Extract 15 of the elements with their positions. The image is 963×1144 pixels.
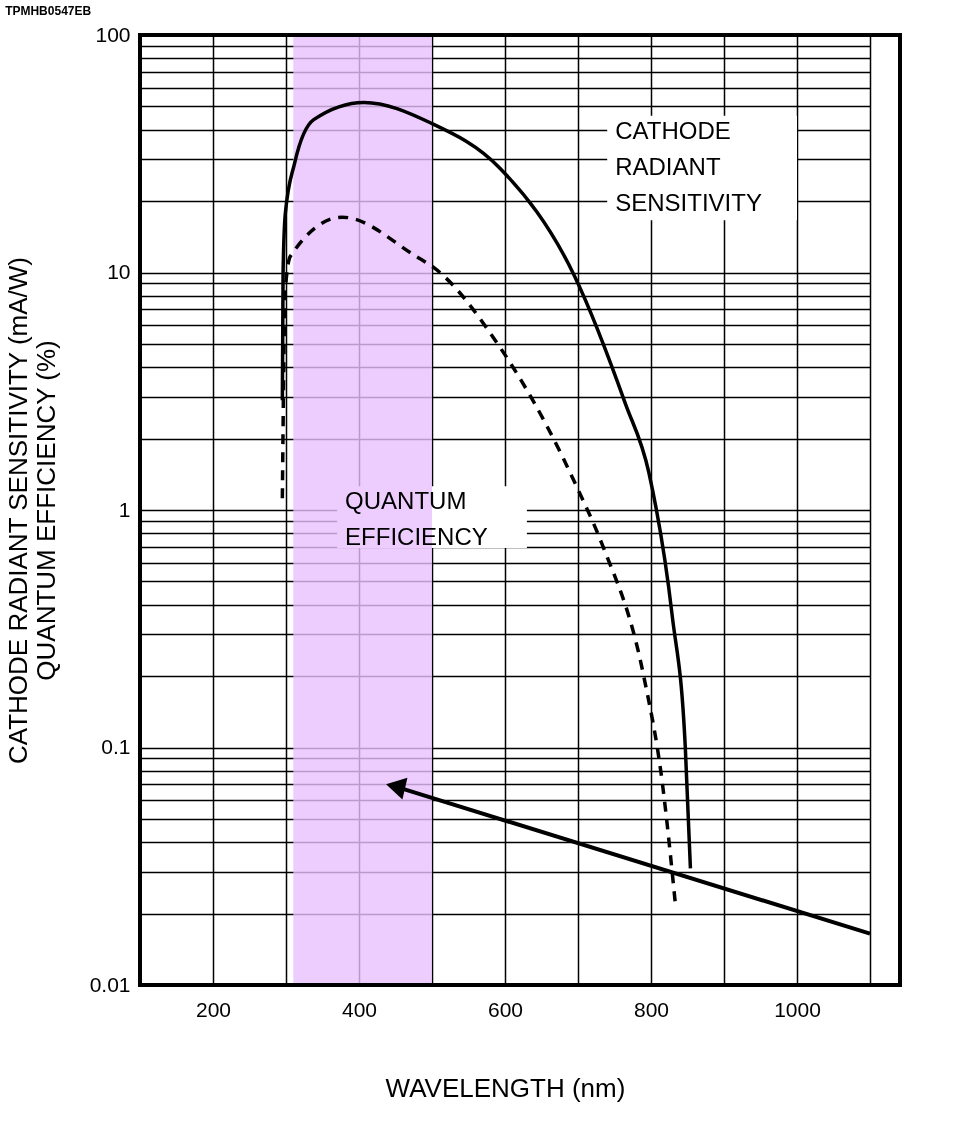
y-tick-label: 0.01 (89, 972, 131, 996)
annotation: CATHODE RADIANT SENSITIVITY (615, 116, 762, 216)
y-tick-label: 1 (118, 497, 131, 521)
x-tick-label: 600 (487, 997, 524, 1021)
annotation: QUANTUM EFFICIENCY (345, 487, 488, 551)
y-tick-label: 10 (107, 260, 131, 283)
y-axis-title: CATHODE RADIANT SENSITIVITY (mA/W) QUANTUM EFFICIENCY (%) (2, 256, 61, 765)
y-tick-label: 0.1 (101, 735, 131, 758)
text: TPMHB0547EB (5, 4, 92, 18)
x-tick-label: 400 (341, 997, 378, 1021)
x-tick-label: 1000 (774, 997, 821, 1021)
y-tick-label: 100 (95, 22, 131, 46)
x-tick-label: 800 (633, 997, 670, 1021)
x-tick-label: 200 (195, 997, 232, 1021)
x-axis-title: WAVELENGTH (nm) (385, 1072, 626, 1103)
